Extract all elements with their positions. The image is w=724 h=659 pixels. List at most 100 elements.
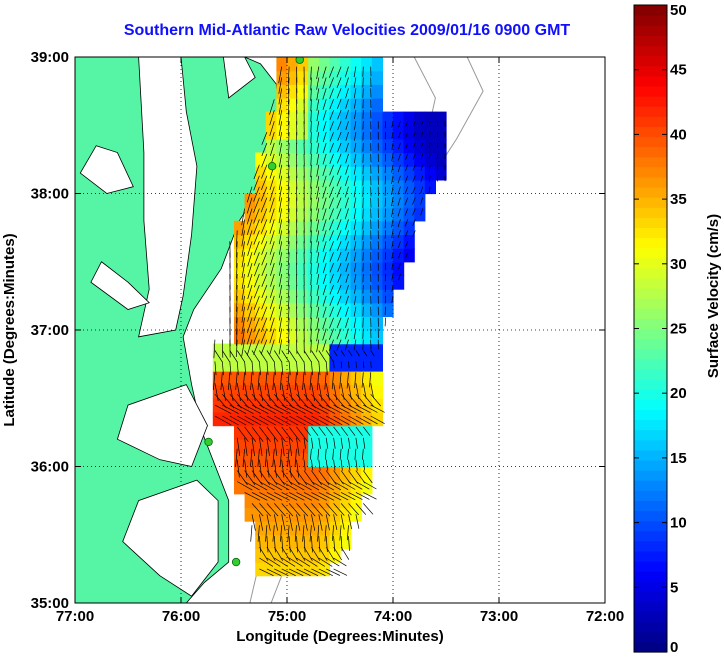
velocity-vector (326, 481, 342, 491)
velocity-vector (281, 459, 285, 478)
velocity-vector (318, 383, 323, 401)
velocity-vector (278, 153, 283, 168)
velocity-cell (350, 302, 362, 317)
velocity-cell (393, 138, 405, 154)
velocity-vector (328, 208, 334, 220)
velocity-vector (336, 317, 342, 329)
velocity-vector (316, 164, 320, 177)
velocity-cell (382, 248, 394, 263)
velocity-vector (253, 186, 260, 202)
velocity-cell (403, 193, 415, 208)
velocity-cell (350, 166, 362, 181)
velocity-vector (278, 88, 283, 105)
velocity-vector (340, 514, 345, 530)
velocity-vector (281, 383, 286, 401)
velocity-cell (212, 357, 224, 372)
velocity-vector (259, 568, 274, 577)
velocity-vector (236, 241, 238, 258)
velocity-cell (297, 562, 309, 577)
velocity-vector (278, 197, 283, 213)
velocity-cell (244, 480, 256, 495)
velocity-vector (329, 121, 334, 131)
velocity-cell (318, 57, 330, 72)
velocity-vector (279, 263, 283, 276)
velocity-vector (274, 415, 291, 426)
velocity-vector (303, 514, 308, 531)
velocity-cell (403, 166, 415, 181)
velocity-cell (329, 234, 341, 249)
velocity-vector (273, 361, 276, 376)
velocity-cell (297, 521, 309, 536)
velocity-cell (393, 125, 405, 140)
velocity-cell (297, 125, 309, 140)
velocity-vector (311, 514, 316, 531)
velocity-cell (244, 466, 256, 481)
velocity-vector (253, 252, 260, 266)
velocity-vector (259, 492, 275, 501)
velocity-vector (270, 131, 275, 145)
velocity-cell (371, 111, 383, 126)
velocity-vector (257, 372, 260, 391)
velocity-cell (361, 411, 373, 427)
velocity-vector (244, 361, 247, 376)
velocity-vector (310, 208, 312, 222)
velocity-cell (265, 411, 277, 427)
colorbar-segment (634, 459, 667, 471)
velocity-cell (361, 398, 373, 413)
velocity-vector (235, 372, 238, 391)
velocity-cell (382, 220, 394, 236)
velocity-vector (333, 415, 350, 426)
velocity-cell (350, 480, 362, 495)
velocity-vector (329, 142, 334, 153)
velocity-cell (329, 57, 341, 72)
velocity-vector (347, 448, 349, 460)
velocity-vector (329, 230, 334, 241)
velocity-cell (265, 466, 277, 481)
radar-site-marker (267, 161, 277, 171)
velocity-vector (253, 295, 260, 310)
velocity-vector (279, 252, 283, 266)
velocity-vector (269, 197, 275, 213)
colorbar-tick-label: 35 (670, 191, 687, 208)
velocity-vector (241, 284, 245, 300)
velocity-cell (255, 343, 267, 358)
velocity-cell (287, 493, 299, 509)
velocity-cell (318, 179, 330, 195)
velocity-cell (340, 521, 352, 536)
velocity-cell (276, 302, 288, 317)
velocity-cell (276, 248, 288, 263)
velocity-cell (393, 193, 405, 208)
velocity-vector (384, 197, 386, 207)
velocity-cell (340, 84, 352, 99)
velocity-cell (318, 275, 330, 290)
velocity-vector (353, 175, 357, 186)
velocity-vector (259, 383, 264, 401)
velocity-vector (355, 470, 366, 484)
velocity-cell (234, 261, 246, 276)
velocity-vector (261, 262, 268, 277)
velocity-vector (322, 230, 327, 242)
velocity-vector (247, 284, 253, 300)
velocity-cell (393, 220, 405, 236)
velocity-vector (269, 230, 275, 245)
velocity-cell (308, 193, 320, 208)
velocity-vector (428, 132, 431, 138)
velocity-cell (318, 138, 330, 154)
velocity-cell (340, 193, 352, 208)
velocity-cell (329, 248, 341, 263)
velocity-vector (322, 77, 327, 90)
velocity-vector (412, 153, 416, 160)
velocity-cell (276, 411, 288, 427)
velocity-vector (363, 404, 378, 413)
velocity-vector (274, 426, 286, 442)
velocity-cell (318, 289, 330, 304)
velocity-cell (255, 480, 267, 495)
velocity-cell (308, 138, 320, 154)
velocity-vector (302, 525, 305, 542)
velocity-vector (296, 426, 308, 442)
velocity-vector (278, 328, 283, 344)
velocity-vector (324, 372, 327, 390)
velocity-vector (355, 514, 360, 529)
velocity-cell (382, 125, 394, 140)
velocity-vector (236, 317, 238, 335)
